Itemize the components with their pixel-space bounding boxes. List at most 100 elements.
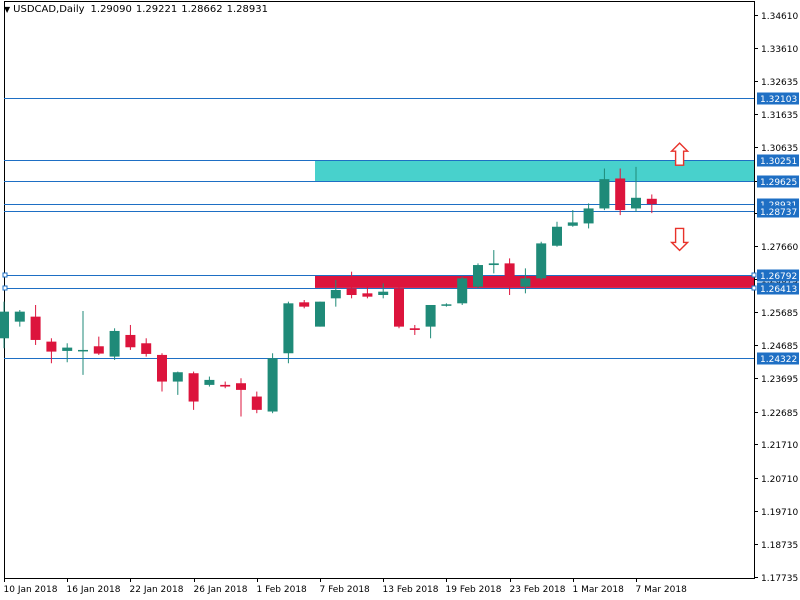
resistance-zone xyxy=(315,160,754,181)
x-tick-label: 19 Feb 2018 xyxy=(446,585,502,595)
candle-body xyxy=(504,263,515,287)
candle-body xyxy=(346,288,357,296)
y-tick-label: 1.32635 xyxy=(761,78,798,88)
candle-body xyxy=(299,302,310,307)
candle-body xyxy=(157,354,167,382)
price-label-box xyxy=(757,92,799,105)
price-label: 1.30251 xyxy=(760,157,797,167)
y-tick-label: 1.34610 xyxy=(761,12,798,22)
candle-body xyxy=(0,311,9,339)
y-tick-label: 1.25685 xyxy=(761,309,798,319)
y-tick-label: 1.22685 xyxy=(761,409,798,419)
line-anchor-handle xyxy=(2,285,8,291)
candle-body xyxy=(220,384,231,387)
candle-body xyxy=(520,278,531,287)
y-tick-label: 1.17735 xyxy=(761,574,798,584)
y-tick-label: 1.30635 xyxy=(761,144,798,154)
candle-body xyxy=(457,278,468,304)
candle-body xyxy=(473,265,483,287)
candle-body xyxy=(283,303,294,354)
candle-body xyxy=(251,396,262,410)
candle-body xyxy=(236,383,246,390)
candle-body xyxy=(583,208,594,224)
price-label: 1.32103 xyxy=(760,95,797,105)
price-label-box xyxy=(757,154,799,167)
x-tick-label: 16 Jan 2018 xyxy=(67,585,121,595)
line-anchor-handle xyxy=(751,285,757,291)
price-label: 1.26413 xyxy=(760,285,797,295)
line-anchor-handle xyxy=(2,272,8,278)
x-tick-label: 7 Feb 2018 xyxy=(320,585,371,595)
y-tick-label: 1.24685 xyxy=(761,342,798,352)
x-tick-label: 23 Feb 2018 xyxy=(510,585,566,595)
candle-body xyxy=(552,226,562,246)
high-value: 1.29221 xyxy=(135,4,178,15)
candle-body xyxy=(14,311,25,322)
x-tick-label: 22 Jan 2018 xyxy=(130,585,184,595)
price-label: 1.28737 xyxy=(760,208,797,218)
candle-body xyxy=(425,304,436,327)
candle-body xyxy=(615,178,626,211)
candle-body xyxy=(567,222,578,226)
line-anchor-handle xyxy=(751,272,757,278)
candle-body xyxy=(125,334,136,348)
candle-body xyxy=(204,379,215,385)
candle-body xyxy=(362,293,373,297)
candle-body xyxy=(631,197,641,209)
arrow-up-icon xyxy=(669,142,690,166)
price-label: 1.24322 xyxy=(760,355,797,365)
y-tick-label: 1.33610 xyxy=(761,45,798,55)
arrow-down-icon xyxy=(669,227,690,252)
candle-body xyxy=(78,349,88,352)
plot-frame xyxy=(4,1,755,579)
chart-header: ▼ USDCAD,Daily 1.29090 1.29221 1.28662 1.2893… xyxy=(4,4,272,15)
y-tick-label: 1.27660 xyxy=(761,243,798,253)
candle-body xyxy=(488,263,499,266)
price-label-box xyxy=(757,269,799,282)
candle-body xyxy=(330,290,341,299)
x-tick-label: 10 Jan 2018 xyxy=(4,585,58,595)
y-tick-label: 1.31635 xyxy=(761,111,798,121)
y-tick-label: 1.21710 xyxy=(761,441,798,451)
y-tick-label: 1.19710 xyxy=(761,508,798,518)
x-tick-label: 7 Mar 2018 xyxy=(636,585,688,595)
candle-body xyxy=(46,341,57,352)
symbol-label: USDCAD,Daily xyxy=(13,4,85,15)
candle-body xyxy=(109,330,120,357)
candle-body xyxy=(62,347,73,351)
candle-body xyxy=(267,358,278,412)
x-tick-label: 26 Jan 2018 xyxy=(194,585,248,595)
price-label-box xyxy=(757,175,799,188)
candle-body xyxy=(141,343,152,354)
candle-body xyxy=(315,301,325,327)
candle-body xyxy=(394,288,404,327)
y-tick-label: 1.23695 xyxy=(761,375,798,385)
support-zone xyxy=(315,275,754,288)
x-tick-label: 1 Mar 2018 xyxy=(573,585,625,595)
low-value: 1.28662 xyxy=(181,4,223,15)
candle-body xyxy=(536,243,547,279)
x-tick-label: 13 Feb 2018 xyxy=(383,585,439,595)
y-tick-label: 1.20710 xyxy=(761,475,798,485)
close-value: 1.28931 xyxy=(226,4,268,15)
candle-body xyxy=(409,328,420,330)
x-tick-label: 1 Feb 2018 xyxy=(257,585,308,595)
candle-body xyxy=(30,316,41,340)
candle-body xyxy=(646,198,657,205)
y-tick-label: 1.18735 xyxy=(761,541,798,551)
price-label-box xyxy=(757,282,799,295)
candle-body xyxy=(188,373,199,402)
candle-body xyxy=(441,304,452,306)
ohlc-values: 1.29090 1.29221 1.28662 1.28931 xyxy=(91,4,272,15)
candle-body xyxy=(172,372,183,382)
price-label-box xyxy=(757,205,799,218)
candle-body xyxy=(378,291,389,296)
candle-body xyxy=(93,346,104,354)
price-label-box xyxy=(757,352,799,365)
dropdown-triangle-icon[interactable]: ▼ xyxy=(4,5,11,14)
price-label: 1.26792 xyxy=(760,272,797,282)
price-label: 1.29625 xyxy=(760,178,797,188)
candle-body xyxy=(599,179,610,209)
